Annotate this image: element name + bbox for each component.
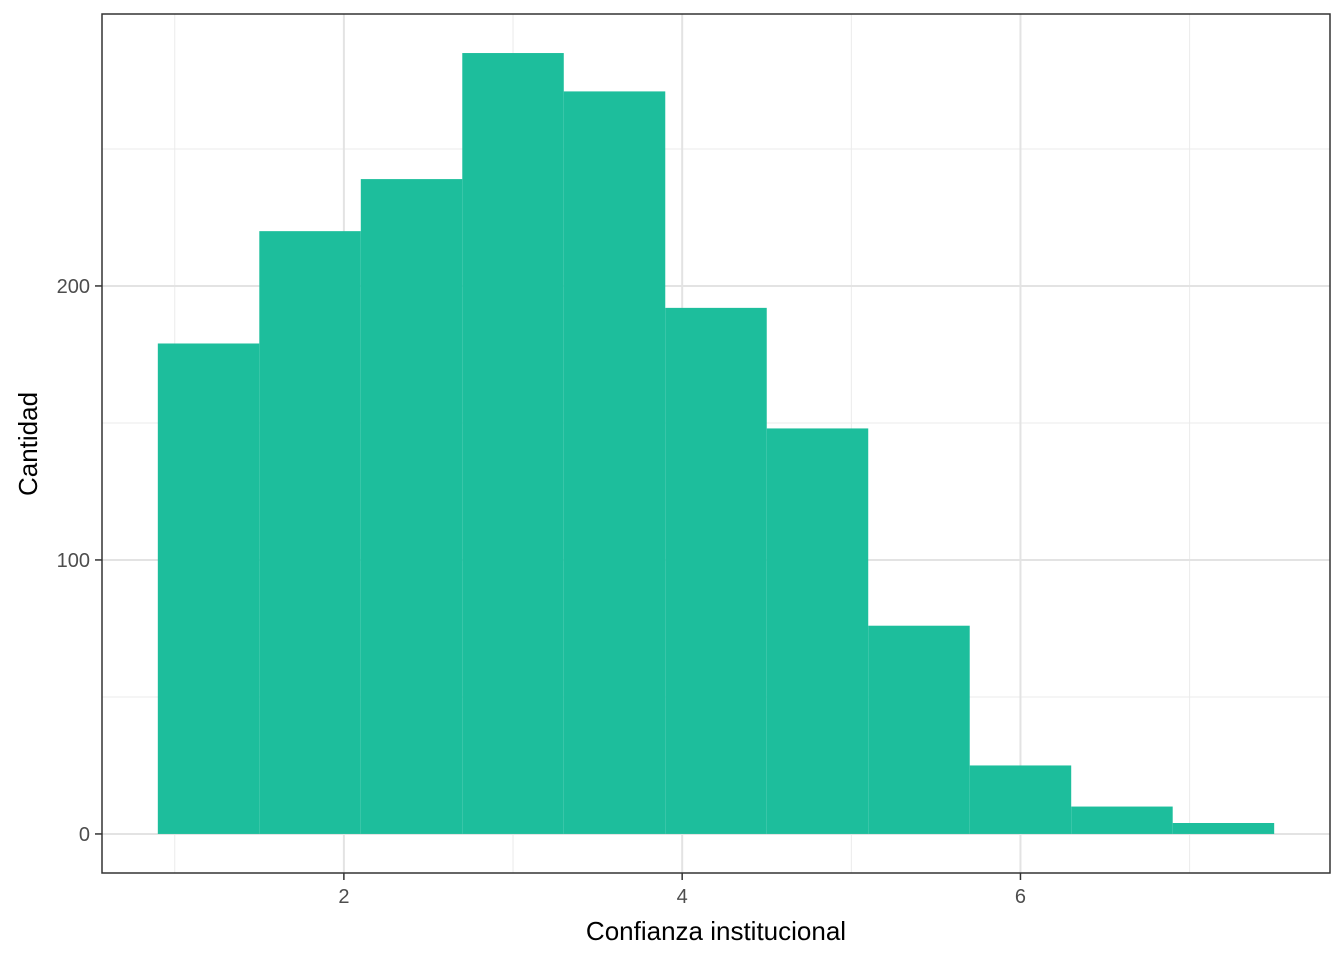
y-axis-title: Cantidad — [13, 392, 43, 496]
histogram-bar — [868, 625, 970, 834]
histogram-bar — [1172, 822, 1275, 834]
histogram-bar — [563, 91, 666, 834]
y-tick-label: 0 — [79, 824, 90, 846]
histogram-bar — [360, 179, 463, 834]
histogram-bars — [157, 53, 1275, 834]
x-axis-title: Confianza institucional — [586, 916, 846, 946]
histogram-bar — [665, 307, 767, 834]
x-axis-ticks: 2 4 6 — [338, 873, 1026, 908]
histogram-bar — [969, 765, 1072, 834]
histogram-bar — [157, 343, 260, 834]
histogram-bar — [1071, 806, 1173, 834]
histogram-bar — [259, 231, 361, 834]
y-tick-label: 100 — [57, 550, 90, 572]
histogram-bar — [766, 428, 869, 834]
x-tick-label: 2 — [338, 886, 349, 908]
histogram-bar — [462, 53, 564, 834]
y-axis-ticks: 0 100 200 — [57, 276, 102, 846]
y-tick-label: 200 — [57, 276, 90, 298]
plot-border — [101, 13, 1331, 874]
x-tick-label: 6 — [1015, 886, 1026, 908]
x-tick-label: 4 — [677, 886, 688, 908]
